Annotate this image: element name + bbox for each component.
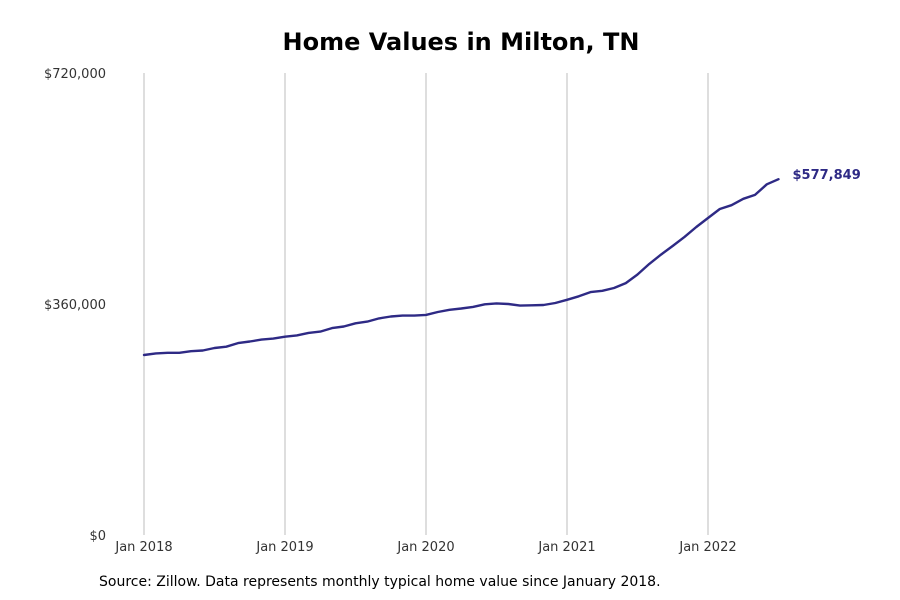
data-point [507,303,509,305]
data-point [495,302,497,304]
x-tick-label: Jan 2018 [114,540,172,555]
data-point [249,340,251,342]
data-point [260,338,262,340]
data-point [378,317,380,319]
data-point [401,314,403,316]
data-point [519,304,521,306]
data-point [366,320,368,322]
y-tick-label: $360,000 [44,298,106,313]
vertical-gridlines [143,73,709,535]
data-point [742,198,744,200]
data-point [730,204,732,206]
y-tick-label: $0 [89,529,106,544]
data-point [296,334,298,336]
data-point [578,295,580,297]
data-point [178,352,180,354]
data-point [354,322,356,324]
data-point [202,349,204,351]
data-point [225,346,227,348]
data-point [472,306,474,308]
x-tick-label: Jan 2022 [678,540,736,555]
data-point [437,311,439,313]
data-point [213,347,215,349]
data-point [390,315,392,317]
x-tick-label: Jan 2019 [255,540,313,555]
data-point [648,263,650,265]
data-point [166,352,168,354]
data-point [554,302,556,304]
x-tick-label: Jan 2020 [396,540,454,555]
x-axis-ticks: Jan 2018 Jan 2019 Jan 2020 Jan 2021 Jan 2022 [114,540,736,555]
data-point [695,226,697,228]
x-tick-label: Jan 2021 [537,540,595,555]
data-point [307,332,309,334]
data-point [425,314,427,316]
data-point [766,183,768,185]
data-point [707,217,709,219]
data-point [660,253,662,255]
home-value-line [142,178,780,357]
data-point [625,282,627,284]
data-point [448,309,450,311]
y-tick-label: $720,000 [44,67,106,82]
data-point [343,325,345,327]
data-point [754,194,756,196]
data-point [319,330,321,332]
data-point [237,342,239,344]
series-layer [142,178,780,357]
end-label-layer: $577,849 [793,168,861,183]
data-point [531,304,533,306]
data-point [672,245,674,247]
data-point [272,337,274,339]
chart-title: Home Values in Milton, TN [282,28,640,56]
data-point [636,273,638,275]
data-point [331,327,333,329]
data-point [719,208,721,210]
data-point [777,178,779,180]
data-point [542,304,544,306]
end-value-label: $577,849 [793,168,861,183]
data-point [460,307,462,309]
y-axis-ticks: $0 $360,000 $720,000 [44,67,106,544]
data-point [143,354,145,356]
data-point [613,287,615,289]
data-point [284,336,286,338]
data-point [589,291,591,293]
data-point [190,350,192,352]
data-point [601,290,603,292]
source-note: Source: Zillow. Data represents monthly … [99,574,661,590]
data-point [484,303,486,305]
data-point [413,314,415,316]
data-point [683,236,685,238]
data-point [566,299,568,301]
data-point [155,352,157,354]
